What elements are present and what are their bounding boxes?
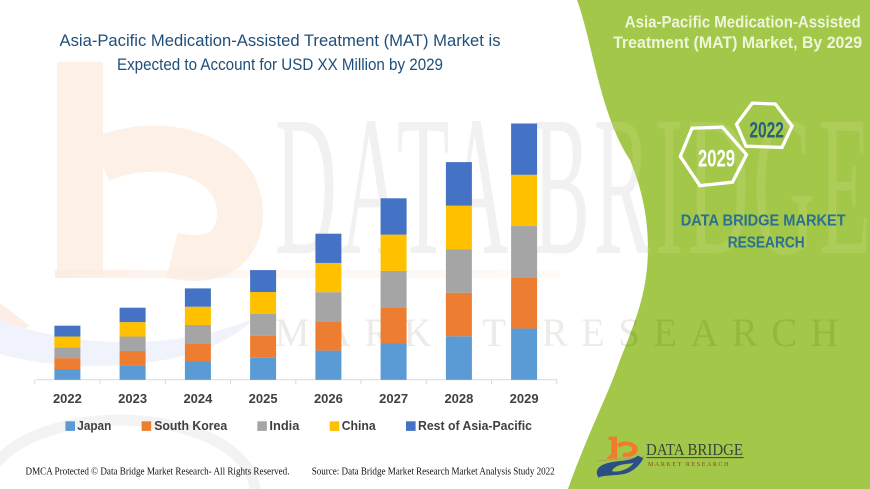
svg-text:2028: 2028: [444, 391, 473, 406]
svg-text:DMCA Protected © Data Bridge M: DMCA Protected © Data Bridge Market Rese…: [26, 467, 290, 478]
svg-text:Asia-Pacific Medication-Assist: Asia-Pacific Medication-Assisted Treatme…: [60, 31, 501, 50]
svg-text:Rest of Asia-Pacific: Rest of Asia-Pacific: [418, 419, 532, 433]
svg-text:DATA BRIDGE MARKET: DATA BRIDGE MARKET: [681, 212, 846, 229]
svg-text:DATA BRIDGE: DATA BRIDGE: [646, 440, 743, 459]
svg-text:2023: 2023: [118, 391, 147, 406]
svg-text:2029: 2029: [698, 146, 735, 173]
svg-text:Asia-Pacific Medication-Assist: Asia-Pacific Medication-Assisted: [625, 12, 861, 31]
svg-text:MARKET RESEARCH: MARKET RESEARCH: [648, 462, 730, 468]
svg-text:RESEARCH: RESEARCH: [728, 235, 805, 252]
svg-text:China: China: [342, 419, 377, 433]
svg-text:2022: 2022: [749, 118, 784, 143]
svg-text:2026: 2026: [314, 391, 343, 406]
svg-text:Treatment (MAT) Market, By 202: Treatment (MAT) Market, By 2029: [613, 33, 862, 52]
svg-text:2025: 2025: [249, 391, 278, 406]
svg-text:Japan: Japan: [77, 419, 111, 433]
svg-text:Source: Data Bridge Market Res: Source: Data Bridge Market Research Mark…: [312, 467, 555, 478]
svg-text:2027: 2027: [379, 391, 408, 406]
svg-text:India: India: [269, 419, 300, 433]
svg-text:Expected to Account for USD XX: Expected to Account for USD XX Million b…: [117, 55, 443, 74]
svg-text:2029: 2029: [510, 391, 539, 406]
svg-text:2022: 2022: [53, 391, 82, 406]
svg-text:South Korea: South Korea: [154, 419, 228, 433]
svg-text:2024: 2024: [183, 391, 213, 406]
